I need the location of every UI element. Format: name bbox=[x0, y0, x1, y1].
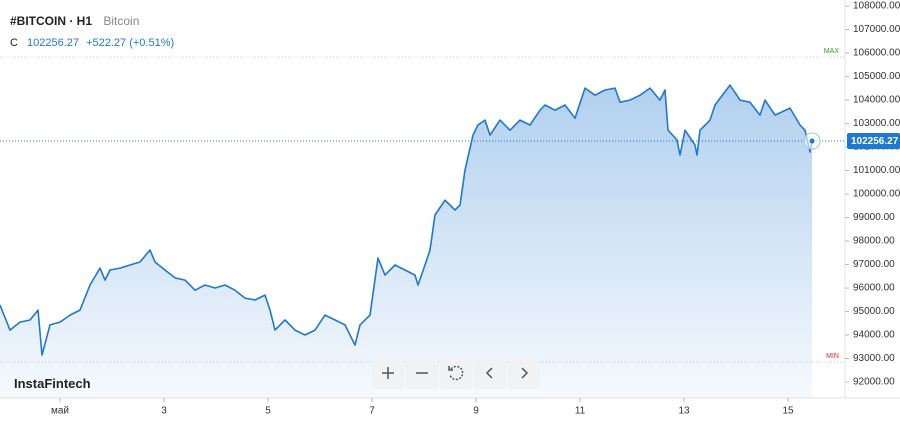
y-tick-label: 95000.00 bbox=[853, 306, 895, 317]
quote-label: C bbox=[10, 37, 18, 49]
icon bbox=[416, 372, 428, 374]
brand-logo: InstaFintech bbox=[14, 376, 91, 391]
toolbar bbox=[372, 357, 540, 389]
icon bbox=[485, 367, 493, 379]
quote-line: C 102256.27 +522.27 (+0.51%) bbox=[10, 37, 174, 49]
y-tick-label: 92000.00 bbox=[853, 377, 895, 388]
x-tick-label: 13 bbox=[678, 406, 690, 417]
quote-change-pct: (+0.51%) bbox=[129, 37, 175, 49]
x-tick-label: май bbox=[51, 406, 69, 417]
scroll-left-button[interactable] bbox=[474, 357, 506, 389]
max-line-label: MAX bbox=[824, 48, 840, 55]
price-line bbox=[0, 84, 813, 356]
y-tick-label: 98000.00 bbox=[853, 236, 895, 247]
reset-button[interactable] bbox=[440, 357, 472, 389]
icon bbox=[448, 365, 464, 381]
y-tick-label: 103000.00 bbox=[853, 118, 900, 129]
price-tag-label: 102256.27 bbox=[851, 136, 899, 147]
x-tick-label: 3 bbox=[161, 406, 167, 417]
x-tick-label: 15 bbox=[782, 406, 794, 417]
y-tick-label: 104000.00 bbox=[853, 95, 900, 106]
title: #BITCOIN · H1 bbox=[10, 14, 93, 28]
y-tick-label: 108000.00 bbox=[853, 1, 900, 12]
y-tick-label: 107000.00 bbox=[853, 24, 900, 35]
x-tick-label: 7 bbox=[369, 406, 375, 417]
y-tick-label: 94000.00 bbox=[853, 330, 895, 341]
price-tag bbox=[847, 133, 900, 150]
scroll-right-button[interactable] bbox=[508, 357, 540, 389]
y-tick-label: 101000.00 bbox=[853, 165, 900, 176]
quote-price: 102256.27 bbox=[27, 37, 80, 49]
icon bbox=[521, 367, 529, 379]
quote-change: +522.27 bbox=[86, 37, 127, 49]
area bbox=[0, 85, 812, 398]
y-tick-label: 93000.00 bbox=[853, 353, 895, 364]
y-tick-label: 97000.00 bbox=[853, 259, 895, 270]
zoom-in-button[interactable] bbox=[372, 357, 404, 389]
x-tick-label: 11 bbox=[575, 406, 586, 417]
y-tick-label: 96000.00 bbox=[853, 283, 895, 294]
y-tick-label: 105000.00 bbox=[853, 71, 900, 82]
zoom-out-button[interactable] bbox=[406, 357, 438, 389]
y-tick-label: 106000.00 bbox=[853, 48, 900, 59]
x-tick-label: 5 bbox=[265, 406, 271, 417]
subtitle: Bitcoin bbox=[103, 14, 140, 28]
icon bbox=[382, 367, 394, 379]
min-line-label: MIN bbox=[826, 353, 839, 360]
header: #BITCOIN · H1 Bitcoin bbox=[10, 14, 139, 28]
y-tick-label: 100000.00 bbox=[853, 189, 900, 200]
last-point bbox=[809, 138, 815, 144]
y-tick-label: 99000.00 bbox=[853, 212, 895, 223]
x-tick-label: 9 bbox=[473, 406, 479, 417]
